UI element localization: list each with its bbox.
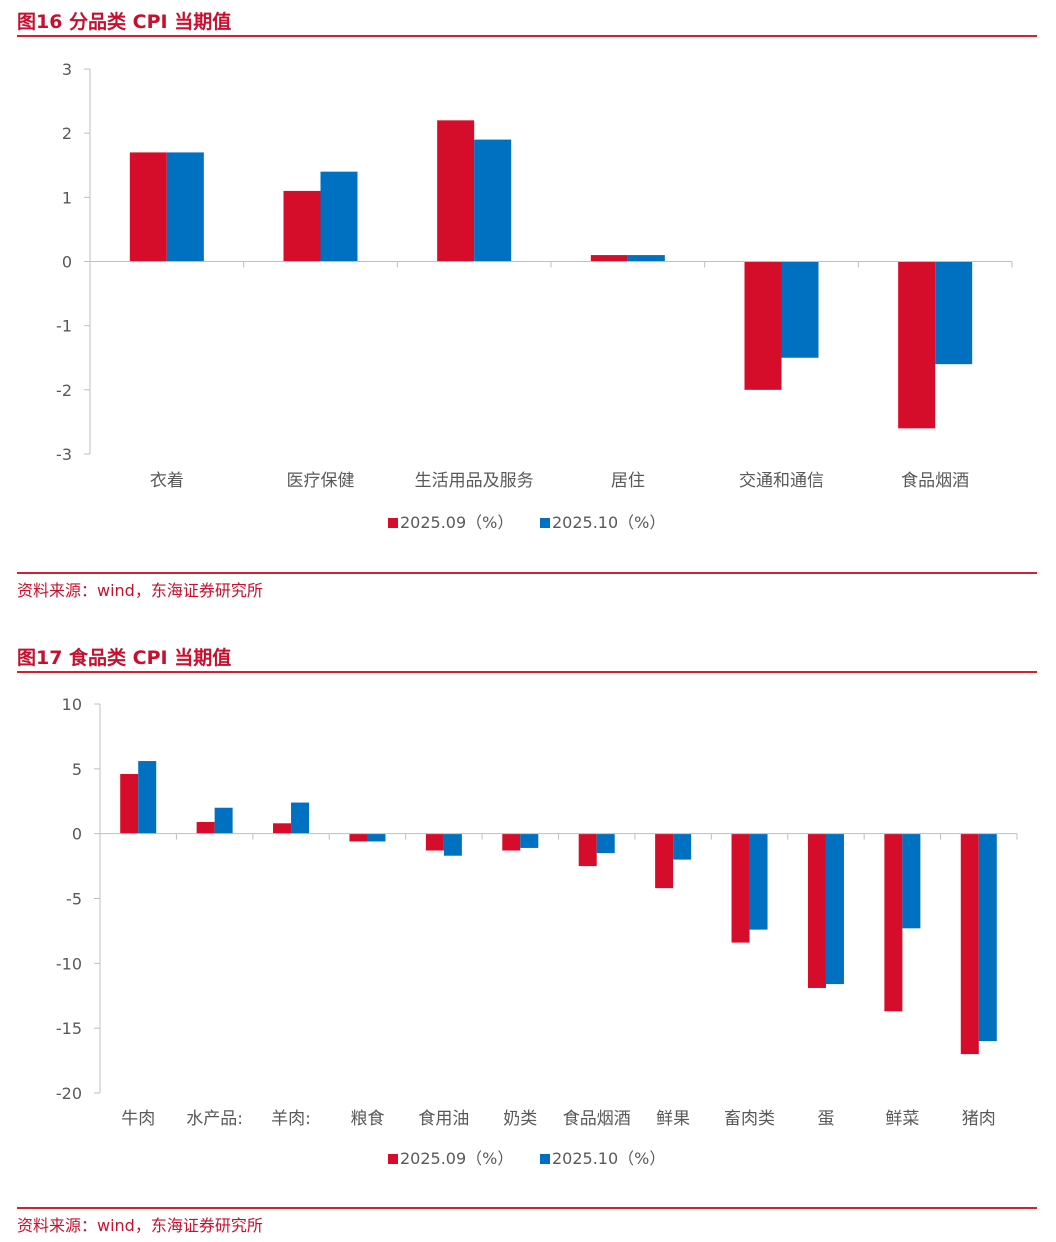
x-category-label: 医疗保健	[287, 471, 355, 491]
x-category-label: 鲜果	[656, 1109, 690, 1129]
bar-series-2	[520, 833, 539, 848]
bar-series-1	[349, 833, 368, 842]
figure-16-source: 资料来源：wind，东海证券研究所	[17, 581, 263, 600]
bar-series-2	[596, 833, 615, 854]
bar-series-1	[273, 823, 292, 834]
x-category-label: 粮食	[350, 1109, 384, 1129]
y-tick-label: 0	[62, 253, 72, 272]
figure-17-title: 图17 食品类 CPI 当期值	[17, 647, 232, 669]
x-category-label: 水产品:	[186, 1109, 243, 1129]
x-category-label: 牛肉	[121, 1109, 155, 1129]
y-tick-label: 0	[72, 825, 82, 844]
legend-swatch-series-1	[388, 518, 398, 528]
bar-series-1	[590, 255, 628, 262]
bar-series-1	[502, 833, 521, 851]
legend-label-series-1: 2025.09（%）	[400, 1149, 513, 1168]
bar-series-2	[627, 255, 665, 262]
legend-swatch-series-2	[540, 1154, 550, 1164]
x-category-label: 交通和通信	[739, 471, 824, 491]
bar-series-1	[578, 833, 597, 867]
bar-series-2	[367, 833, 386, 842]
bar-series-1	[437, 120, 475, 262]
x-category-label: 鲜菜	[885, 1109, 919, 1129]
bar-series-2	[673, 833, 692, 860]
bar-series-2	[978, 833, 997, 1042]
x-category-label: 居住	[611, 471, 645, 491]
bar-series-1	[120, 774, 139, 834]
x-category-label: 羊肉:	[271, 1109, 311, 1129]
chart-food-cpi: 10 5 0 -5 -10 -15 -20 牛肉 水产品: 羊肉: 粮食 食用油 奶类 食品烟酒 鲜果 畜肉类…	[56, 695, 1018, 1168]
figure-16-bottom-rule	[17, 572, 1037, 574]
x-category-label: 食品烟酒	[901, 471, 969, 491]
y-tick-label: 10	[62, 695, 82, 714]
bar-series-1	[960, 833, 979, 1055]
bar-series-2	[935, 261, 973, 365]
bar-series-2	[138, 761, 157, 834]
y-tick-label: 1	[62, 188, 72, 207]
y-tick-label: 2	[62, 124, 72, 143]
bar-series-1	[731, 833, 750, 943]
x-category-label: 食品烟酒	[563, 1109, 631, 1129]
x-category-label: 衣着	[150, 471, 184, 491]
legend-label-series-2: 2025.10（%）	[552, 1149, 665, 1168]
bar-series-2	[781, 261, 819, 358]
bar-series-2	[166, 152, 204, 262]
bar-series-2	[902, 833, 921, 929]
bar-series-1	[196, 821, 215, 834]
figure-17-bottom-rule	[17, 1207, 1037, 1209]
x-category-label: 奶类	[503, 1109, 537, 1129]
bar-series-2	[291, 802, 310, 834]
x-category-label: 生活用品及服务	[415, 471, 534, 491]
x-category-label: 畜肉类	[724, 1109, 775, 1129]
y-tick-label: -10	[56, 954, 82, 973]
figure-17-top-rule	[17, 671, 1037, 673]
bar-series-2	[474, 139, 512, 262]
bar-series-1	[425, 833, 444, 851]
figure-16-top-rule	[17, 35, 1037, 37]
bar-series-2	[749, 833, 768, 930]
bar-series-2	[214, 807, 233, 834]
bar-series-1	[898, 261, 936, 429]
y-tick-label: -20	[56, 1084, 82, 1103]
legend-swatch-series-1	[388, 1154, 398, 1164]
y-tick-label: 3	[62, 60, 72, 79]
legend-swatch-series-2	[540, 518, 550, 528]
chart-cpi-by-category: 3 2 1 0 -1 -2 -3 衣着 医疗保健 生活用品及服务 居住 交通和通信 食品烟酒 2025.0…	[56, 60, 1013, 532]
legend-label-series-2: 2025.10（%）	[552, 513, 665, 532]
bar-series-1	[807, 833, 826, 988]
bar-series-1	[655, 833, 674, 889]
y-tick-label: -2	[56, 381, 72, 400]
bar-series-2	[320, 171, 358, 262]
y-tick-label: 5	[72, 760, 82, 779]
x-category-label: 食用油	[418, 1109, 469, 1129]
y-tick-label: -1	[56, 317, 72, 336]
y-tick-label: -3	[56, 445, 72, 464]
x-category-label: 蛋	[817, 1109, 834, 1129]
x-category-label: 猪肉	[962, 1109, 996, 1129]
figure-16-title: 图16 分品类 CPI 当期值	[17, 11, 232, 33]
bar-series-1	[744, 261, 782, 390]
bar-series-1	[884, 833, 903, 1012]
y-tick-label: -15	[56, 1019, 82, 1038]
bar-series-1	[283, 190, 321, 262]
bar-series-1	[129, 152, 167, 262]
bar-series-2	[443, 833, 462, 856]
bar-series-2	[825, 833, 844, 985]
y-tick-label: -5	[66, 890, 82, 909]
figure-17-source: 资料来源：wind，东海证券研究所	[17, 1216, 263, 1235]
legend-label-series-1: 2025.09（%）	[400, 513, 513, 532]
